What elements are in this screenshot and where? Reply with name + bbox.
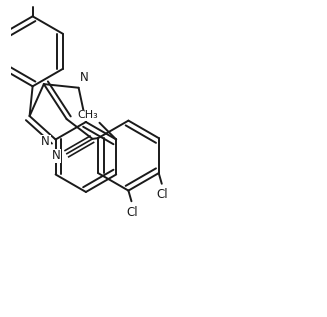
Text: Cl: Cl [27, 0, 39, 2]
Text: Cl: Cl [127, 206, 138, 219]
Text: CH₃: CH₃ [77, 110, 98, 120]
Text: N: N [80, 71, 89, 84]
Text: Cl: Cl [157, 188, 168, 201]
Text: N: N [41, 135, 50, 148]
Text: N: N [52, 149, 61, 162]
